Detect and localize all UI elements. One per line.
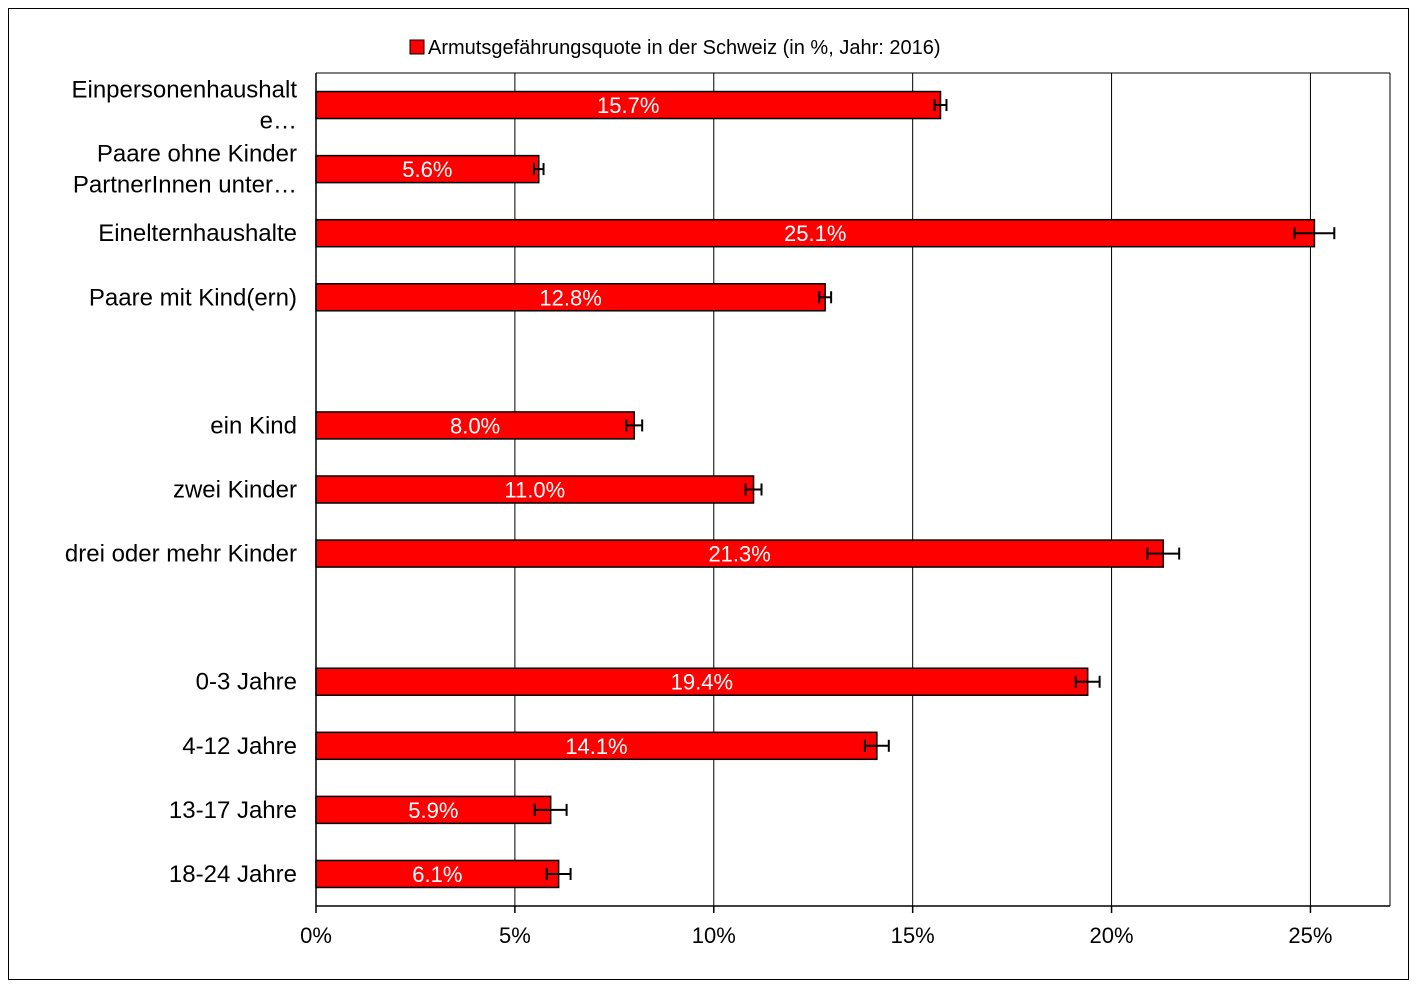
x-tick-label: 15% bbox=[891, 923, 935, 948]
category-label: 0-3 Jahre bbox=[196, 669, 297, 696]
data-label: 21.3% bbox=[708, 542, 770, 567]
bar bbox=[315, 154, 540, 184]
category-label: PartnerInnen unter… bbox=[73, 172, 297, 199]
axes bbox=[315, 72, 1391, 913]
error-bar bbox=[1293, 227, 1336, 240]
category-label: Paare mit Kind(ern) bbox=[89, 284, 297, 311]
category-label: ein Kind bbox=[210, 412, 297, 439]
bar-chart: 15.7% 5.6% 25.1% 12.8% 8.0% 11.0% 21.3% 19.4% 14… bbox=[65, 37, 1391, 948]
category-label: Einpersonenhaushalt bbox=[71, 77, 297, 104]
data-label: 8.0% bbox=[450, 413, 500, 438]
x-tick-label: 25% bbox=[1288, 923, 1332, 948]
category-label: Einelternhaushalte bbox=[98, 220, 297, 247]
data-label: 5.6% bbox=[402, 157, 452, 182]
chart-frame: 15.7% 5.6% 25.1% 12.8% 8.0% 11.0% 21.3% 19.4% 14… bbox=[8, 8, 1409, 980]
bar bbox=[315, 731, 878, 761]
legend-label: Armutsgefährungsquote in der Schweiz (in… bbox=[428, 37, 941, 59]
grid-lines bbox=[514, 73, 1311, 906]
x-tick-labels: 0% 5% 10% 15% 20% 25% bbox=[300, 923, 1332, 948]
bar bbox=[315, 667, 1089, 696]
x-tick-label: 20% bbox=[1090, 923, 1134, 948]
x-tick-label: 0% bbox=[300, 923, 332, 948]
category-label: drei oder mehr Kinder bbox=[65, 541, 297, 568]
error-bar bbox=[545, 867, 572, 880]
legend-swatch bbox=[409, 39, 425, 55]
category-label: 13-17 Jahre bbox=[169, 797, 297, 824]
category-labels: Einpersonenhaushalt e… Paare ohne Kinder Pa… bbox=[65, 77, 297, 888]
data-label: 11.0% bbox=[504, 478, 565, 503]
error-bar bbox=[1146, 547, 1181, 560]
data-label: 14.1% bbox=[565, 734, 627, 759]
category-label: e… bbox=[260, 108, 297, 135]
error-bar bbox=[818, 291, 833, 304]
error-bar bbox=[532, 163, 545, 176]
error-bar bbox=[533, 803, 568, 816]
category-label: 4-12 Jahre bbox=[182, 733, 297, 760]
legend: Armutsgefährungsquote in der Schweiz (in… bbox=[409, 37, 941, 59]
bars: 15.7% 5.6% 25.1% 12.8% 8.0% 11.0% 21.3% 19.4% 14… bbox=[315, 90, 1336, 889]
data-label: 25.1% bbox=[784, 221, 846, 246]
bar bbox=[315, 859, 560, 889]
data-label: 15.7% bbox=[597, 93, 659, 118]
category-label: zwei Kinder bbox=[173, 477, 297, 504]
error-bar bbox=[625, 419, 644, 432]
error-bar bbox=[744, 483, 763, 496]
x-tick-label: 5% bbox=[499, 923, 531, 948]
data-label: 12.8% bbox=[539, 285, 601, 310]
x-tick-label: 10% bbox=[692, 923, 736, 948]
data-label: 6.1% bbox=[412, 862, 462, 887]
category-label: Paare ohne Kinder bbox=[97, 141, 297, 168]
data-label: 19.4% bbox=[671, 670, 733, 695]
error-bar bbox=[1074, 675, 1101, 688]
data-label: 5.9% bbox=[408, 798, 458, 823]
error-bar bbox=[863, 739, 890, 752]
error-bar bbox=[933, 99, 948, 112]
category-label: 18-24 Jahre bbox=[169, 861, 297, 888]
